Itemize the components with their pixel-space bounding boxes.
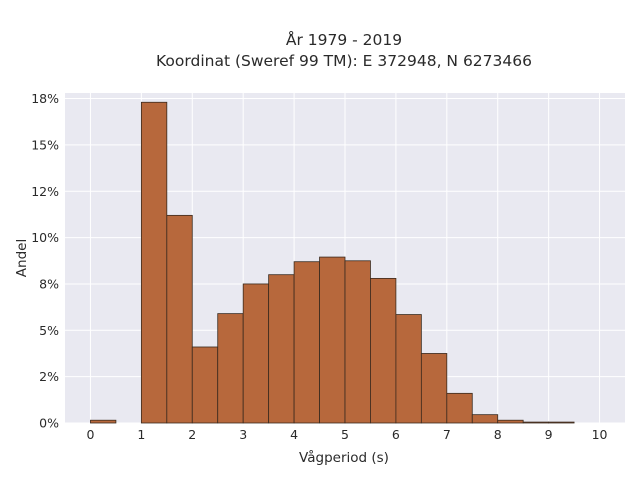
histogram-bar — [420, 353, 448, 424]
histogram-bar — [166, 214, 193, 424]
y-tick-label: 12% — [31, 184, 59, 199]
x-tick-label: 4 — [290, 427, 298, 442]
histogram-bar — [191, 346, 219, 424]
x-tick-label: 8 — [494, 427, 502, 442]
bars — [90, 101, 575, 424]
x-axis-label: Vågperiod (s) — [299, 449, 389, 466]
histogram-bar — [471, 414, 499, 424]
x-tick-label: 7 — [443, 427, 451, 442]
y-tick-label: 15% — [31, 137, 59, 152]
x-tick-label: 10 — [592, 427, 608, 442]
histogram-bar — [90, 419, 117, 424]
x-tick-label: 2 — [188, 427, 196, 442]
y-axis-ticks: 0% 2% 5% 8% 10% 12% 15% 18% — [31, 91, 59, 430]
histogram-bar — [522, 421, 550, 424]
x-tick-label: 3 — [239, 427, 247, 442]
histogram-bar — [344, 260, 371, 424]
x-tick-label: 9 — [545, 427, 553, 442]
histogram-bar — [446, 392, 473, 424]
histogram-bar — [497, 419, 524, 424]
y-tick-label: 2% — [39, 369, 59, 384]
histogram-bar — [293, 261, 320, 424]
histogram-bar — [268, 274, 295, 424]
chart-title-line-1: År 1979 - 2019 — [286, 30, 402, 49]
histogram-bar — [548, 421, 575, 424]
histogram-bar — [395, 314, 422, 424]
x-tick-label: 0 — [86, 427, 94, 442]
y-tick-label: 18% — [31, 91, 59, 106]
histogram-bar — [370, 277, 397, 424]
histogram-bar — [242, 283, 270, 424]
x-axis-ticks: 0 1 2 3 4 5 6 7 8 9 10 — [86, 427, 607, 442]
x-tick-label: 5 — [341, 427, 349, 442]
y-tick-label: 10% — [31, 230, 59, 245]
y-axis-label: Andel — [14, 239, 30, 277]
histogram-bar — [140, 101, 168, 424]
x-tick-label: 1 — [137, 427, 145, 442]
y-tick-label: 0% — [39, 416, 59, 431]
histogram-bar — [319, 256, 346, 424]
y-tick-label: 5% — [39, 323, 59, 338]
histogram-bar — [217, 313, 244, 424]
x-tick-label: 6 — [392, 427, 400, 442]
y-tick-label: 8% — [39, 276, 59, 291]
chart-title-line-2: Koordinat (Sweref 99 TM): E 372948, N 62… — [156, 52, 532, 70]
